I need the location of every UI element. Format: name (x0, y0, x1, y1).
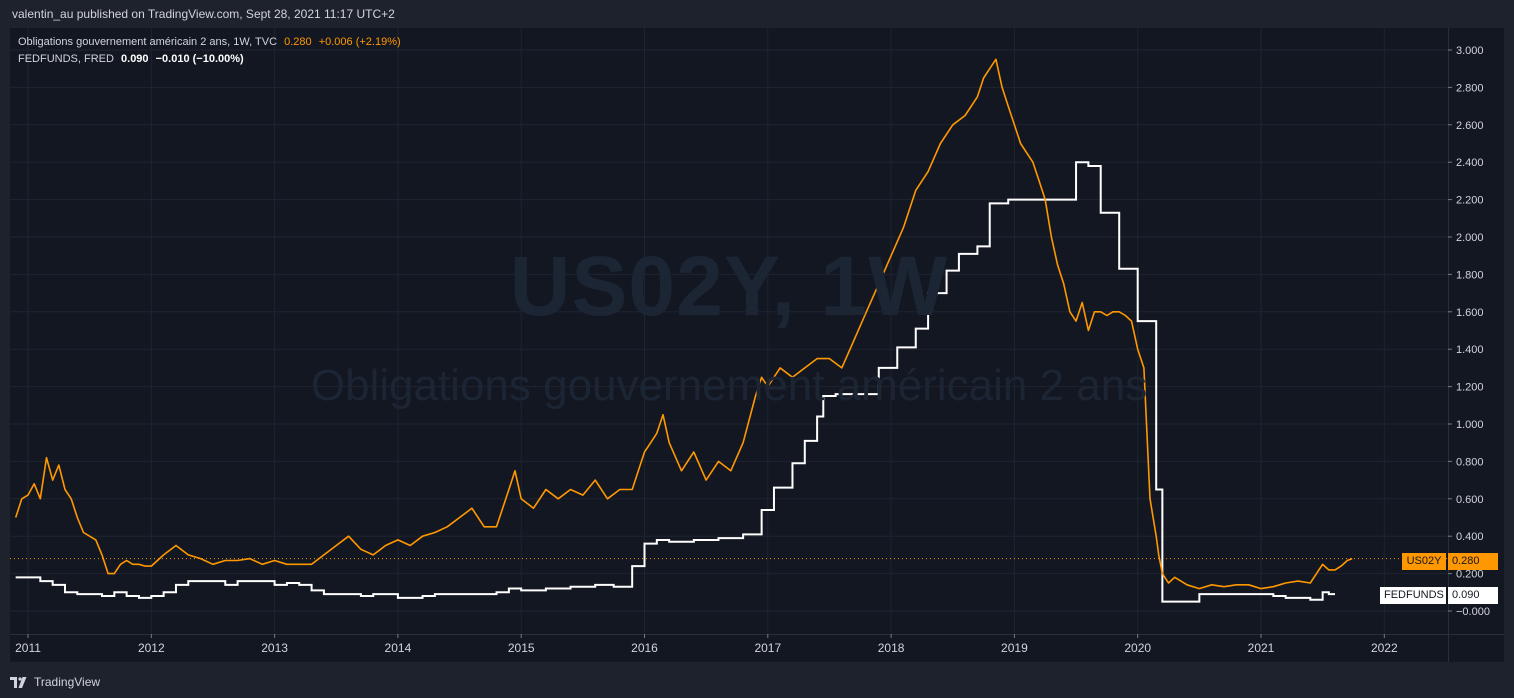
time-tick-label: 2019 (1001, 641, 1028, 655)
legend-us02y-last: 0.280 (284, 36, 312, 48)
time-tick-label: 2017 (754, 641, 781, 655)
publish-info: valentin_au published on TradingView.com… (12, 7, 395, 21)
time-tick-label: 2013 (261, 641, 288, 655)
legend-us02y-change: +0.006 (+2.19%) (318, 36, 401, 48)
price-tick-label: 2.600 (1456, 120, 1484, 132)
grid (10, 28, 1448, 634)
price-tick-label: 2.000 (1456, 232, 1484, 244)
price-tick-label: 3.000 (1456, 45, 1484, 57)
tradingview-brand[interactable]: TradingView (34, 675, 101, 689)
time-axis[interactable]: 2011 2012 2013 2014 2015 2016 2017 2018 2019 2020… (10, 634, 1504, 655)
us02y-series-line (14, 58, 1353, 590)
time-tick-label: 2021 (1248, 641, 1275, 655)
footer: TradingView (0, 666, 1514, 698)
price-tick-label: 0.600 (1456, 494, 1484, 506)
legend-fedfunds[interactable]: FEDFUNDS, FRED 0.090 −0.010 (−10.00%) (18, 53, 248, 65)
price-tick-label: 1.800 (1456, 269, 1484, 281)
chart-area[interactable]: 3.000 2.800 2.600 2.400 2.200 2.000 1.800 1.600… (10, 28, 1504, 662)
legend-us02y-name: Obligations gouvernement américain 2 ans… (18, 36, 278, 48)
time-tick-label: 2016 (631, 641, 658, 655)
price-tick-label: 2.400 (1456, 157, 1484, 169)
price-tick-label: 2.800 (1456, 82, 1484, 94)
time-tick-label: 2020 (1124, 641, 1151, 655)
us02y-price-tag: 0.280 (1448, 553, 1498, 570)
time-tick-label: 2015 (508, 641, 535, 655)
watermark-description: Obligations gouvernement américain 2 ans (310, 361, 1148, 410)
watermark-symbol: US02Y, 1W (509, 239, 949, 333)
price-tick-label: 1.600 (1456, 307, 1484, 319)
price-tick-label: 0.800 (1456, 456, 1484, 468)
chart-canvas[interactable]: 3.000 2.800 2.600 2.400 2.200 2.000 1.800 1.600… (10, 28, 1504, 662)
price-tick-label: 0.400 (1456, 531, 1484, 543)
fedfunds-price-tag: 0.090 (1448, 587, 1498, 604)
legend-us02y[interactable]: Obligations gouvernement américain 2 ans… (18, 36, 405, 48)
tradingview-logo-icon[interactable] (10, 676, 28, 688)
time-tick-label: 2012 (138, 641, 165, 655)
legend-fedfunds-change: −0.010 (−10.00%) (155, 53, 244, 65)
time-tick-label: 2018 (878, 641, 905, 655)
time-tick-label: 2022 (1371, 641, 1398, 655)
fedfunds-series-line (15, 161, 1335, 603)
fedfunds-label-tag: FEDFUNDS (1380, 587, 1446, 604)
price-tick-label: 1.400 (1456, 344, 1484, 356)
price-tick-label: 2.200 (1456, 195, 1484, 207)
legend-fedfunds-name: FEDFUNDS, FRED (18, 53, 114, 65)
legend-fedfunds-last: 0.090 (121, 53, 149, 65)
us02y-label-tag: US02Y (1402, 553, 1446, 570)
publish-header: valentin_au published on TradingView.com… (0, 0, 1514, 28)
price-tick-label: −0.000 (1456, 606, 1490, 618)
price-tick-label: 1.200 (1456, 382, 1484, 394)
time-tick-label: 2014 (385, 641, 412, 655)
time-tick-label: 2011 (15, 641, 41, 655)
series-layer (10, 58, 1448, 603)
price-tick-label: 1.000 (1456, 419, 1484, 431)
price-tick-label: 0.200 (1456, 569, 1484, 581)
